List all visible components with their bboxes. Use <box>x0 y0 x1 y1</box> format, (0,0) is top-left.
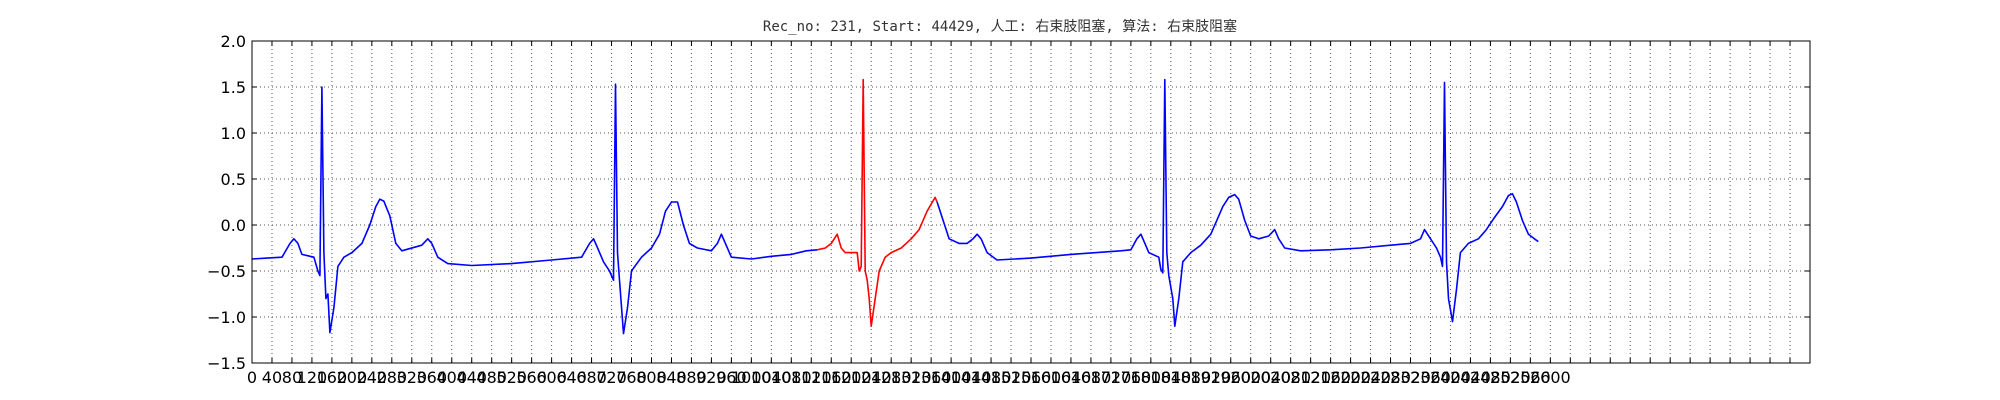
x-tick-label: 720 <box>596 368 627 387</box>
y-tick-label: 0.5 <box>221 170 246 189</box>
x-tick-label: 2480 <box>1470 368 1511 387</box>
x-tick-label: 2400 <box>1430 368 1471 387</box>
x-tick-label: 800 <box>636 368 667 387</box>
x-tick-label: 1040 <box>751 368 792 387</box>
x-tick-label: 2280 <box>1370 368 1411 387</box>
x-tick-label: 560 <box>516 368 547 387</box>
x-tick-label: 1240 <box>851 368 892 387</box>
x-tick-label: 2000 <box>1230 368 1271 387</box>
x-tick-label: 280 <box>377 368 408 387</box>
series-group <box>251 78 1539 335</box>
x-tick-label: 1440 <box>951 368 992 387</box>
x-tick-label: 40 <box>262 368 282 387</box>
x-axis: 0 40 8012016020024028032036040044048052056… <box>247 41 1811 387</box>
x-tick-label: 160 <box>317 368 348 387</box>
x-tick-label: 320 <box>397 368 428 387</box>
x-tick-label: 1960 <box>1210 368 1251 387</box>
x-tick-label: 2120 <box>1290 368 1331 387</box>
x-tick-label: 1520 <box>991 368 1032 387</box>
y-tick-label: −1.5 <box>207 354 246 373</box>
x-tick-label: 640 <box>556 368 587 387</box>
x-tick-label: 440 <box>456 368 487 387</box>
x-tick-label: 2360 <box>1410 368 1451 387</box>
x-tick-label: 1800 <box>1130 368 1171 387</box>
x-tick-label: 520 <box>496 368 527 387</box>
x-tick-label: 2160 <box>1310 368 1351 387</box>
x-tick-label: 1320 <box>891 368 932 387</box>
x-tick-label: 960 <box>716 368 747 387</box>
x-tick-label: 1920 <box>1190 368 1231 387</box>
y-tick-label: 1.0 <box>221 124 246 143</box>
y-tick-label: 1.5 <box>221 78 246 97</box>
y-tick-label: 2.0 <box>221 32 246 51</box>
x-tick-label: 120 <box>297 368 328 387</box>
series-line-1 <box>817 78 938 327</box>
y-tick-label: −0.5 <box>207 262 246 281</box>
x-tick-label: 1360 <box>911 368 952 387</box>
x-tick-label: 880 <box>676 368 707 387</box>
x-tick-label: 1000 <box>731 368 772 387</box>
chart-title: Rec_no: 231, Start: 44429, 人工: 右束肢阻塞, 算法… <box>763 18 1237 35</box>
x-tick-label: 1280 <box>871 368 912 387</box>
x-tick-label: 200 <box>337 368 368 387</box>
x-tick-label: 1560 <box>1011 368 1052 387</box>
x-tick-label: 2560 <box>1510 368 1551 387</box>
grid <box>252 41 1810 363</box>
x-tick-label: 0 <box>247 368 257 387</box>
x-tick-label: 600 <box>536 368 567 387</box>
x-tick-label: 2440 <box>1450 368 1491 387</box>
x-tick-label: 1720 <box>1091 368 1132 387</box>
x-tick-label: 240 <box>357 368 388 387</box>
series-line-2 <box>936 78 1539 327</box>
x-tick-label: 1680 <box>1071 368 1112 387</box>
x-tick-label: 1200 <box>831 368 872 387</box>
x-tick-label: 1080 <box>771 368 812 387</box>
x-tick-label: 1760 <box>1111 368 1152 387</box>
x-tick-label: 2200 <box>1330 368 1371 387</box>
x-tick-label: 2320 <box>1390 368 1431 387</box>
x-tick-label: 480 <box>476 368 507 387</box>
x-tick-label: 2240 <box>1350 368 1391 387</box>
x-tick-label: 360 <box>416 368 447 387</box>
x-tick-label: 680 <box>576 368 607 387</box>
x-tick-label: 840 <box>656 368 687 387</box>
x-tick-label: 1400 <box>931 368 972 387</box>
x-tick-label: 1640 <box>1051 368 1092 387</box>
y-tick-label: 0.0 <box>221 216 246 235</box>
y-axis: −1.5 −1.0 −0.5 0.0 0.5 1.0 1.5 2.0 <box>207 32 1810 373</box>
x-tick-label: 1160 <box>811 368 852 387</box>
x-tick-label: 1120 <box>791 368 832 387</box>
series-line-0 <box>251 83 818 335</box>
x-tick-label: 80 <box>282 368 302 387</box>
x-tick-label: 760 <box>616 368 647 387</box>
x-tick-label: 1480 <box>971 368 1012 387</box>
x-tick-label: 2600 <box>1530 368 1571 387</box>
x-tick-label: 1600 <box>1031 368 1072 387</box>
y-tick-label: −1.0 <box>207 308 246 327</box>
x-tick-label: 2040 <box>1250 368 1291 387</box>
x-tick-label: 2520 <box>1490 368 1531 387</box>
x-tick-label: 400 <box>436 368 467 387</box>
x-tick-label: 2080 <box>1270 368 1311 387</box>
x-tick-label: 920 <box>696 368 727 387</box>
x-tick-label: 1840 <box>1150 368 1191 387</box>
x-tick-label: 1880 <box>1170 368 1211 387</box>
